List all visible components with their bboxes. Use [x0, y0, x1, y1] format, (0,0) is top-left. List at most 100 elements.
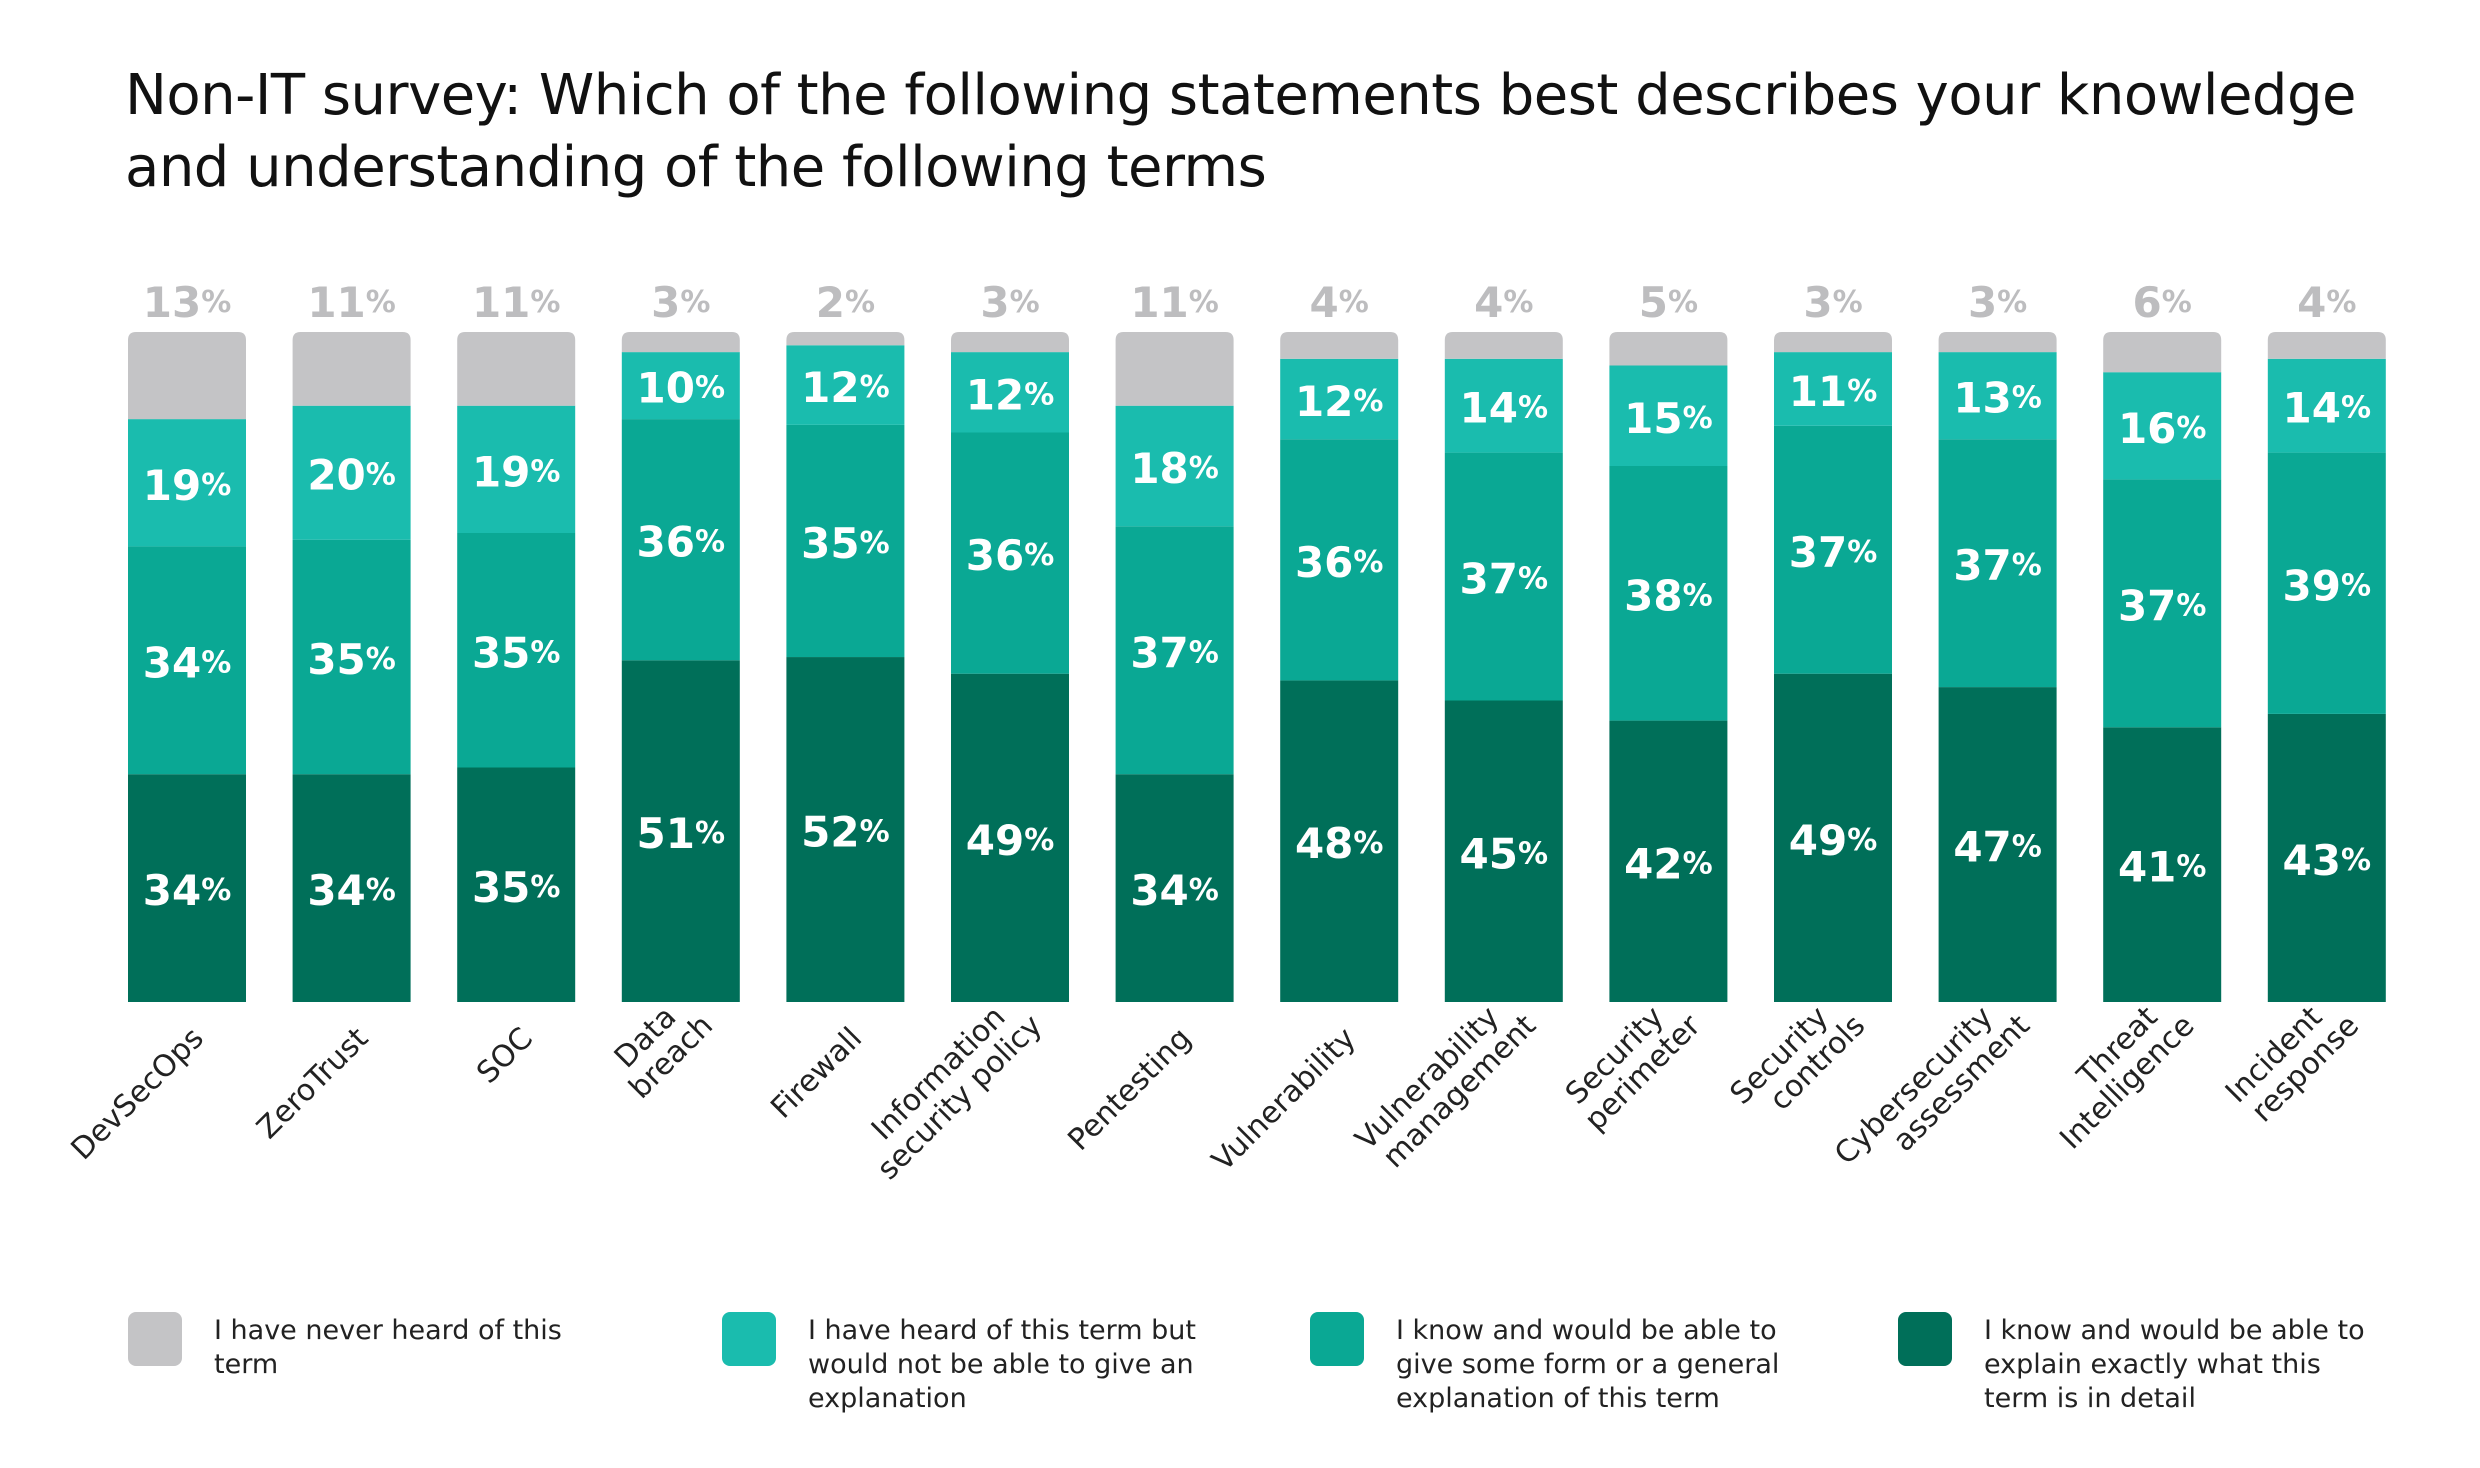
segment-value-label: 12%: [801, 363, 890, 412]
segment-value-label: 18%: [1130, 444, 1219, 493]
bar-group: 49% 37% 11% 3% Securitycontrols: [1724, 278, 1892, 1135]
bar-segment-general-explain: [2267, 452, 2386, 714]
segment-value-label: 19%: [472, 447, 561, 496]
category-label: ThreatIntelligence: [2031, 986, 2202, 1157]
top-value-label: 11%: [472, 278, 561, 327]
top-value-label: 3%: [1803, 278, 1862, 327]
bar-segment-never-heard: [786, 332, 905, 346]
bar-segment-detail-explain: [1938, 687, 2057, 1002]
top-value-label: 4%: [1474, 278, 1533, 327]
segment-value-label: 35%: [801, 518, 890, 567]
top-value-label: 4%: [2297, 278, 2356, 327]
bar-segment-heard-no-explain: [2267, 358, 2386, 453]
top-value-label: 3%: [1968, 278, 2027, 327]
bar-segment-general-explain: [457, 533, 576, 768]
chart-title: Non-IT survey: Which of the following st…: [125, 63, 2356, 200]
segment-value-label: 37%: [1953, 541, 2042, 590]
segment-value-label: 41%: [2118, 842, 2207, 891]
category-label: Vulnerability: [1205, 1021, 1362, 1178]
segment-value-label: 35%: [472, 628, 561, 677]
bar-segment-heard-no-explain: [951, 352, 1069, 433]
bar-segment-detail-explain: [2103, 727, 2222, 1002]
bar-segment-detail-explain: [457, 767, 576, 1002]
bar-segment-detail-explain: [1609, 720, 1728, 1002]
bar-group: 35% 35% 19% 11% SOC: [457, 278, 576, 1091]
segment-value-label: 45%: [1460, 829, 1549, 878]
segment-value-label: 39%: [2283, 561, 2372, 610]
bar-segment-detail-explain: [1444, 700, 1563, 1002]
segment-value-label: 37%: [1130, 628, 1219, 677]
bar-segment-general-explain: [621, 419, 740, 661]
category-label: Cybersecurityassessment: [1828, 985, 2037, 1194]
segment-value-label: 19%: [143, 460, 232, 509]
bar-segment-detail-explain: [786, 657, 905, 1002]
top-value-label: 3%: [651, 278, 710, 327]
bar-segment-never-heard: [1280, 332, 1399, 359]
top-value-label: 3%: [980, 278, 1039, 327]
top-value-label: 11%: [1130, 278, 1219, 327]
bar-segment-general-explain: [1938, 439, 2057, 688]
category-label: ZeroTrust: [250, 1021, 375, 1146]
segment-value-label: 16%: [2118, 403, 2207, 452]
category-label: DevSecOps: [65, 1021, 211, 1167]
bar-segment-detail-explain: [292, 774, 411, 1002]
category-label: Databreach: [600, 986, 720, 1106]
segment-value-label: 12%: [1295, 377, 1384, 426]
segment-value-label: 42%: [1624, 839, 1713, 888]
bar-segment-detail-explain: [2267, 713, 2386, 1002]
bar-segment-never-heard: [2103, 332, 2222, 373]
bar-segment-heard-no-explain: [457, 405, 576, 533]
category-label: Securitycontrols: [1724, 986, 1873, 1135]
category-label: Vulnerabilitymanagement: [1349, 985, 1543, 1179]
legend-item-general-explain: I know and would be able to give some fo…: [1310, 1310, 1796, 1416]
segment-value-label: 35%: [472, 862, 561, 911]
bar-group: 48% 36% 12% 4% Vulnerability: [1205, 278, 1399, 1178]
bar-segment-heard-no-explain: [1444, 358, 1563, 453]
segment-value-label: 14%: [1460, 383, 1549, 432]
segment-value-label: 34%: [307, 866, 396, 915]
legend-item-never-heard: I have never heard of this term: [128, 1310, 614, 1382]
legend-label-heard-no-explain: I have heard of this term but would not …: [808, 1315, 1196, 1414]
bar-segment-general-explain: [2103, 479, 2222, 728]
bar-group: 43% 39% 14% 4% Incidentresponse: [2219, 278, 2386, 1133]
bar-segment-never-heard: [457, 332, 576, 406]
segment-value-label: 47%: [1953, 822, 2042, 871]
legend-item-detail-explain: I know and would be able to explain exac…: [1898, 1310, 2384, 1416]
segment-value-label: 49%: [966, 815, 1055, 864]
bar-segment-general-explain: [128, 546, 246, 775]
segment-value-label: 38%: [1624, 571, 1713, 620]
segment-value-label: 36%: [637, 517, 726, 566]
bar-segment-detail-explain: [1774, 673, 1892, 1002]
segment-value-label: 10%: [637, 363, 726, 412]
category-label: Incidentresponse: [2219, 986, 2366, 1133]
segment-value-label: 34%: [143, 638, 232, 687]
bar-segment-heard-no-explain: [2103, 372, 2222, 480]
bar-segment-heard-no-explain: [128, 419, 246, 547]
bar-group: 51% 36% 10% 3% Databreach: [600, 278, 740, 1106]
bar-group: 47% 37% 13% 3% Cybersecurityassessment: [1828, 278, 2057, 1194]
bar-segment-heard-no-explain: [1774, 352, 1892, 426]
bar-segment-never-heard: [1609, 332, 1728, 366]
bar-group: 42% 38% 15% 5% Securityperimeter: [1559, 278, 1728, 1138]
bar-segment-never-heard: [1115, 332, 1234, 406]
segment-value-label: 36%: [1295, 537, 1384, 586]
category-label: Pentesting: [1061, 1021, 1198, 1158]
segment-value-label: 51%: [637, 809, 726, 858]
segment-value-label: 11%: [1789, 366, 1878, 415]
bar-segment-heard-no-explain: [1609, 365, 1728, 466]
legend-swatch-never-heard: [128, 1312, 182, 1366]
legend-label-general-explain: I know and would be able to give some fo…: [1396, 1315, 1780, 1414]
bar-group: 52% 35% 12% 2% Firewall: [764, 278, 905, 1126]
bar-segment-heard-no-explain: [1280, 358, 1399, 440]
category-label: Informationsecurity policy: [848, 986, 1049, 1187]
stacked-bar-chart: 34% 34% 19% 13% DevSecOps 34% 35% 20% 11% ZeroTru…: [65, 278, 2386, 1194]
top-value-label: 2%: [816, 278, 875, 327]
bar-segment-never-heard: [1444, 332, 1563, 359]
segment-value-label: 37%: [2118, 581, 2207, 630]
segment-value-label: 12%: [966, 370, 1055, 419]
top-value-label: 4%: [1310, 278, 1369, 327]
bar-segment-detail-explain: [621, 660, 740, 1002]
segment-value-label: 37%: [1789, 527, 1878, 576]
segment-value-label: 15%: [1624, 393, 1713, 442]
bar-segment-general-explain: [1609, 466, 1728, 721]
